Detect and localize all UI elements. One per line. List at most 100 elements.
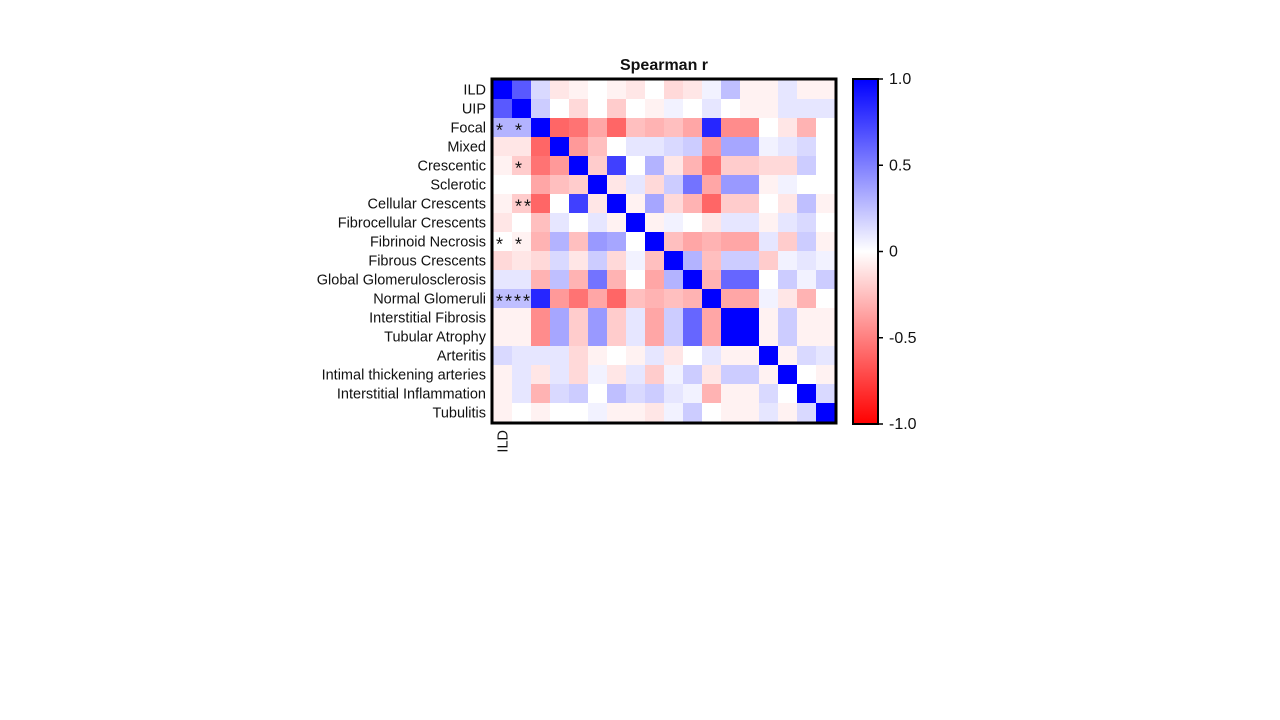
heatmap-cell xyxy=(626,384,646,404)
heatmap-cell xyxy=(759,270,779,290)
heatmap-cell xyxy=(512,232,532,252)
heatmap-cell xyxy=(778,289,798,309)
row-label: Global Glomerulosclerosis xyxy=(317,273,486,289)
heatmap-cell xyxy=(493,80,513,100)
heatmap-cell xyxy=(493,118,513,138)
heatmap-cell xyxy=(569,118,589,138)
heatmap-cell xyxy=(797,384,817,404)
heatmap-cell xyxy=(531,156,551,176)
heatmap-cell xyxy=(702,80,722,100)
heatmap-cell xyxy=(512,137,532,157)
heatmap-cell xyxy=(664,156,684,176)
heatmap-cell xyxy=(645,270,665,290)
heatmap-cell xyxy=(531,365,551,385)
heatmap-cell xyxy=(550,327,570,347)
heatmap-cell xyxy=(531,80,551,100)
heatmap-cell xyxy=(569,194,589,214)
heatmap-cell xyxy=(683,365,703,385)
heatmap-cell xyxy=(797,365,817,385)
heatmap-cell xyxy=(645,137,665,157)
heatmap-cell xyxy=(569,308,589,328)
heatmap-cell xyxy=(645,365,665,385)
heatmap-cell xyxy=(740,175,760,195)
heatmap-cell xyxy=(531,289,551,309)
heatmap-cell xyxy=(816,80,836,100)
row-label: Normal Glomeruli xyxy=(373,292,486,308)
heatmap-cell xyxy=(588,365,608,385)
heatmap-cell xyxy=(493,99,513,119)
heatmap-cell xyxy=(664,403,684,423)
heatmap-cell xyxy=(569,365,589,385)
heatmap-cell xyxy=(683,384,703,404)
heatmap-cell xyxy=(512,365,532,385)
heatmap-cell xyxy=(721,327,741,347)
heatmap-cell xyxy=(721,403,741,423)
heatmap-cell xyxy=(759,213,779,233)
heatmap-cell xyxy=(569,156,589,176)
row-labels: ILD UIP Focal Mixed Crescentic Sclerotic Cellu… xyxy=(317,83,487,422)
heatmap-cell xyxy=(588,232,608,252)
heatmap-cell xyxy=(740,99,760,119)
heatmap-cell xyxy=(493,403,513,423)
heatmap-cell xyxy=(626,137,646,157)
heatmap-cell xyxy=(550,99,570,119)
heatmap-cell xyxy=(797,137,817,157)
heatmap-cell xyxy=(816,118,836,138)
heatmap-cell xyxy=(550,156,570,176)
heatmap-cell xyxy=(759,80,779,100)
heatmap-cell xyxy=(721,99,741,119)
heatmap-cell xyxy=(664,99,684,119)
heatmap-cell xyxy=(778,137,798,157)
heatmap-cell xyxy=(778,118,798,138)
heatmap-cell xyxy=(683,270,703,290)
heatmap-cell xyxy=(607,384,627,404)
heatmap-cell xyxy=(512,308,532,328)
heatmap-cell xyxy=(493,232,513,252)
row-label: Fibrinoid Necrosis xyxy=(370,235,486,251)
heatmap-cell xyxy=(740,270,760,290)
row-label: Interstitial Inflammation xyxy=(337,387,486,403)
heatmap-cell xyxy=(721,118,741,138)
heatmap-cell xyxy=(683,99,703,119)
heatmap-cell xyxy=(569,403,589,423)
heatmap-cell xyxy=(664,346,684,366)
heatmap-cell xyxy=(493,251,513,271)
heatmap-cell xyxy=(740,80,760,100)
heatmap-cell xyxy=(607,327,627,347)
heatmap-cell xyxy=(512,270,532,290)
heatmap-frame xyxy=(490,77,838,425)
heatmap-cell xyxy=(512,213,532,233)
row-label: Tubular Atrophy xyxy=(384,330,487,346)
heatmap-cell xyxy=(569,384,589,404)
heatmap-cell xyxy=(721,289,741,309)
heatmap-cell xyxy=(607,403,627,423)
heatmap-cell xyxy=(740,251,760,271)
heatmap-cell xyxy=(816,289,836,309)
heatmap-cell xyxy=(607,194,627,214)
heatmap-cell xyxy=(778,232,798,252)
heatmap-cell xyxy=(721,365,741,385)
heatmap-cell xyxy=(683,118,703,138)
heatmap-cell xyxy=(550,137,570,157)
heatmap-cell xyxy=(816,99,836,119)
heatmap-cell xyxy=(683,175,703,195)
heatmap-cell xyxy=(664,118,684,138)
column-labels: ILD xyxy=(496,430,512,453)
heatmap-cell xyxy=(512,118,532,138)
heatmap-cell xyxy=(550,251,570,271)
heatmap-cell xyxy=(607,251,627,271)
significance-star: ** xyxy=(515,197,533,217)
heatmap-cell xyxy=(569,289,589,309)
heatmap-cell xyxy=(721,232,741,252)
heatmap-cell xyxy=(778,175,798,195)
heatmap-cell xyxy=(759,156,779,176)
heatmap-cell xyxy=(759,99,779,119)
heatmap-cell xyxy=(626,80,646,100)
heatmap-cell xyxy=(664,194,684,214)
heatmap-cell xyxy=(550,346,570,366)
heatmap-cell xyxy=(702,327,722,347)
heatmap-cell xyxy=(569,175,589,195)
heatmap-cell xyxy=(626,99,646,119)
heatmap-cell xyxy=(626,251,646,271)
heatmap-cell xyxy=(531,175,551,195)
